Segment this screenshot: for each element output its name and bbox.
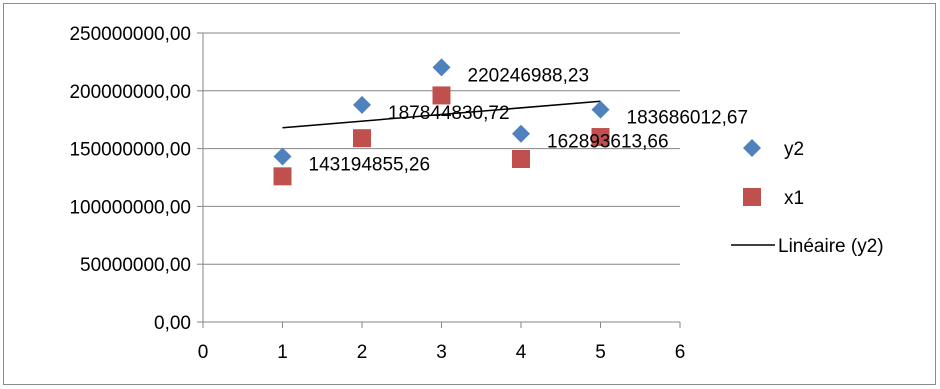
x-tick-label: 1 bbox=[277, 342, 288, 363]
trendline bbox=[282, 100, 601, 129]
data-label-y2: 220246988,23 bbox=[468, 65, 590, 86]
point-y2 bbox=[591, 100, 610, 119]
x-tick-label: 3 bbox=[436, 342, 447, 363]
point-x1 bbox=[353, 129, 371, 148]
data-points bbox=[273, 58, 610, 186]
legend-marker-y2 bbox=[743, 139, 761, 157]
chart-frame bbox=[3, 3, 936, 385]
data-label-y2: 187844830,72 bbox=[388, 103, 510, 124]
data-labels: 143194855,26 187844830,72 220246988,23 1628… bbox=[309, 65, 749, 175]
y-tick-label: 200000000,00 bbox=[69, 82, 191, 103]
point-y2 bbox=[353, 95, 371, 114]
point-y2 bbox=[512, 124, 530, 143]
y-tick-label: 250000000,00 bbox=[69, 24, 191, 45]
data-label-y2: 143194855,26 bbox=[309, 154, 431, 175]
legend-marker-x1 bbox=[743, 188, 761, 206]
x-tick-label: 6 bbox=[675, 342, 686, 363]
point-x1 bbox=[273, 167, 292, 186]
y-tick-label: 50000000,00 bbox=[80, 255, 191, 276]
axes: 0,00 50000000,00 100000000,00 150000000,00 2… bbox=[69, 24, 685, 363]
point-y2 bbox=[432, 58, 451, 77]
point-x1 bbox=[591, 128, 610, 147]
legend: y2 x1 Linéaire (y2) bbox=[731, 139, 884, 257]
legend-label-trend: Linéaire (y2) bbox=[778, 236, 884, 257]
trendline-y2 bbox=[282, 100, 601, 129]
data-label-y2: 162893613,66 bbox=[547, 132, 669, 153]
legend-label-x1: x1 bbox=[784, 188, 804, 209]
point-x1 bbox=[512, 150, 530, 169]
y-tick-label: 150000000,00 bbox=[69, 140, 191, 161]
data-label-y2: 183686012,67 bbox=[627, 108, 749, 129]
x-tick-label: 5 bbox=[595, 342, 606, 363]
legend-label-y2: y2 bbox=[784, 139, 804, 160]
point-x1 bbox=[432, 86, 451, 105]
x-tick-label: 2 bbox=[357, 342, 368, 363]
x-tick-label: 4 bbox=[516, 342, 527, 363]
y-tick-label: 0,00 bbox=[154, 313, 191, 334]
x-tick-label: 0 bbox=[198, 342, 209, 363]
y-tick-label: 100000000,00 bbox=[69, 197, 191, 218]
point-y2 bbox=[273, 147, 292, 166]
